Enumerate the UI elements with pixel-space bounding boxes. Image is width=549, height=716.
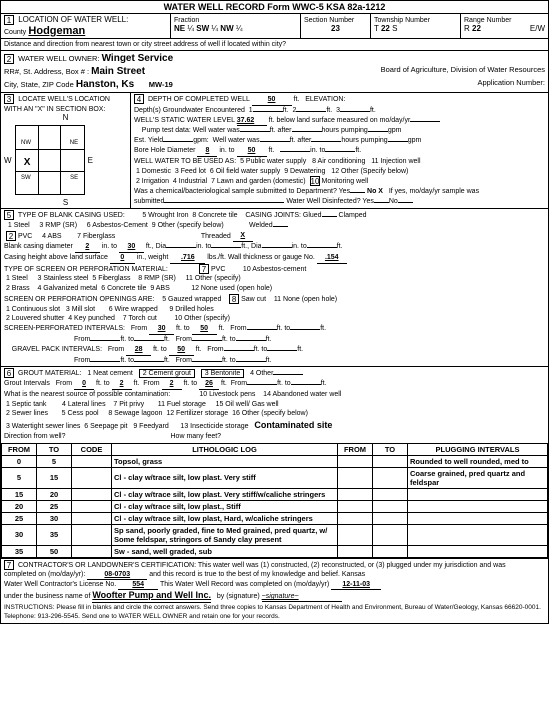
app-label: Application Number: — [477, 78, 545, 88]
date2: 12-11-03 — [331, 580, 381, 590]
form-container: WATER WELL RECORD Form WWC-5 KSA 82a-121… — [0, 0, 549, 624]
bore-dia: 8 — [197, 146, 217, 157]
table-row: 2025Cl - clay w/trace silt, low plast., … — [2, 500, 548, 512]
county-value: Hodgeman — [28, 25, 85, 37]
license: 554 — [118, 580, 158, 590]
table-row: 515Cl - clay w/trace silt, low plast. Ve… — [2, 467, 548, 488]
section-label: Section Number — [304, 17, 354, 24]
instructions: INSTRUCTIONS: Please fill in blanks and … — [4, 604, 541, 620]
section-4-box: 4 — [134, 94, 144, 104]
section-5-box: 5 — [4, 210, 14, 220]
table-row: 3550Sw - sand, well graded, sub — [2, 545, 548, 557]
section-2-box: 2 — [4, 54, 14, 64]
section-7-box: 7 — [4, 560, 14, 570]
range-label: Range Number — [464, 17, 511, 24]
owner-section: 2 WATER WELL OWNER: Winget Service RR#, … — [1, 50, 548, 92]
casing-section: 5 TYPE OF BLANK CASING USED: 5 Wrought I… — [1, 208, 548, 366]
date1: 08-0703 — [87, 570, 147, 580]
cert-section: 7 CONTRACTOR'S OR LANDOWNER'S CERTIFICAT… — [1, 558, 548, 623]
range-value: 22 — [472, 24, 481, 33]
depth-value: 50 — [252, 95, 292, 106]
mw-value: MW-19 — [149, 80, 173, 89]
owner-name: Winget Service — [102, 53, 174, 64]
table-row: 05Topsol, grassRounded to well rounded, … — [2, 455, 548, 467]
county-label: County — [4, 29, 26, 36]
owner-title: WATER WELL OWNER: — [18, 54, 99, 63]
grout-section: 6 GROUT MATERIAL: 1 Neat cement 2 Cement… — [1, 366, 548, 442]
board-text: Board of Agriculture, Division of Water … — [381, 65, 545, 75]
lithologic-table: FROM TO CODE LITHOLOGIC LOG FROM TO PLUG… — [1, 443, 548, 558]
section-value: 23 — [331, 24, 340, 33]
location-title: LOCATION OF WATER WELL: — [18, 15, 128, 24]
township-label: Township Number — [374, 17, 430, 24]
city-label: City, State, ZIP Code — [4, 80, 74, 89]
section-3-4-row: 3 LOCATE WELL'S LOCATION WITH AN "X" IN … — [1, 92, 548, 208]
form-header: WATER WELL RECORD Form WWC-5 KSA 82a-121… — [1, 1, 548, 13]
locbox-title: LOCATE WELL'S LOCATION WITH AN "X" IN SE… — [4, 96, 110, 113]
table-row: 2530Cl - clay w/trace silt, low plast, H… — [2, 512, 548, 524]
city-value: Hanston, Ks — [76, 79, 134, 90]
frac1: NE — [174, 24, 185, 33]
frac2: SW — [196, 24, 209, 33]
location-diagram: NW NE X SW SE — [15, 125, 85, 195]
swl-value: 37.62 — [237, 116, 267, 127]
section-3-box: 3 — [4, 94, 14, 104]
township-value: 22 — [381, 24, 390, 33]
frac3: NW — [220, 24, 233, 33]
addr-label: RR#, St. Address, Box # : — [4, 67, 89, 76]
location-row: 1 LOCATION OF WATER WELL: County Hodgema… — [1, 13, 548, 38]
table-row: 3035Sp sand, poorly graded, fine to Med … — [2, 524, 548, 545]
fraction-label: Fraction — [174, 17, 199, 24]
bore-to: 50 — [237, 146, 267, 157]
table-row: 1520Cl - clay w/trace silt, low plast. V… — [2, 488, 548, 500]
distance-label: Distance and direction from nearest town… — [1, 38, 548, 50]
addr-value: Main Street — [91, 66, 145, 77]
section-1-box: 1 — [4, 15, 14, 25]
business: Woofter Pump and Well Inc. — [92, 590, 211, 603]
section-6-box: 6 — [4, 368, 14, 378]
